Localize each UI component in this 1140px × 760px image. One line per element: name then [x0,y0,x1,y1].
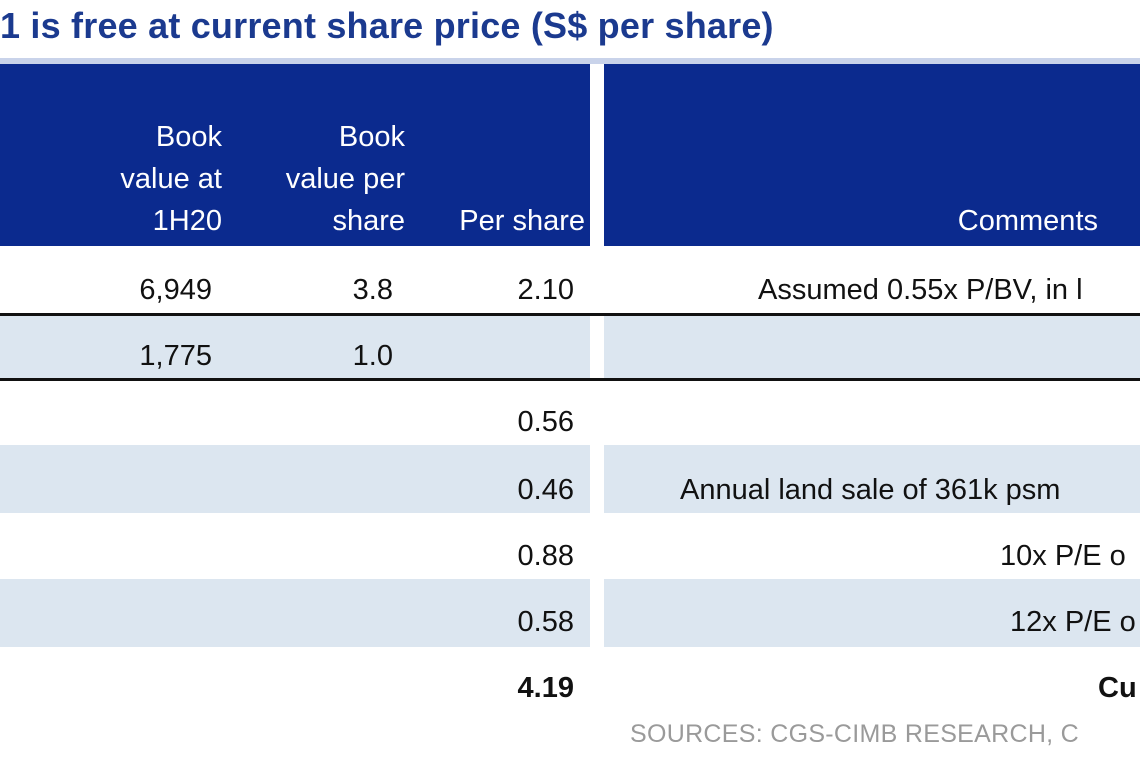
header-bv-per-share-line-3: share [332,205,405,237]
header-book-value-line-3: 1H20 [152,205,222,237]
header-comments: Comments [957,205,1098,237]
header-book-value-line-1: Book [155,121,222,153]
table-row [0,579,1140,647]
table-row [0,513,1140,579]
header-per-share: Per share [459,205,585,237]
row-divider [0,313,1140,316]
row-1-book-value: 6,949 [139,274,212,306]
row-7-per-share-total: 4.19 [517,672,574,704]
table-header-band [0,64,1140,246]
row-2-bv-per-share: 1.0 [352,340,393,372]
row-1-comment: Assumed 0.55x P/BV, in l [758,274,1083,306]
row-7-comment: Cu [1098,672,1137,704]
row-4-per-share: 0.46 [517,474,574,506]
row-column-gap [590,445,604,513]
row-3-per-share: 0.56 [517,406,574,438]
header-bv-per-share-line-2: value per [285,163,405,195]
row-column-gap [590,579,604,647]
row-5-per-share: 0.88 [517,540,574,572]
row-column-gap [590,316,604,378]
title-underline [0,58,1140,64]
table-row [0,381,1140,445]
header-column-gap [590,64,604,246]
row-5-comment: 10x P/E o [1000,540,1126,572]
row-1-per-share: 2.10 [517,274,574,306]
table-row-total [0,647,1140,715]
source-note: SOURCES: CGS-CIMB RESEARCH, C [630,720,1080,748]
table-row [0,246,1140,314]
row-1-bv-per-share: 3.8 [352,274,393,306]
table-row [0,316,1140,378]
row-6-comment: 12x P/E o [1010,606,1136,638]
row-4-comment: Annual land sale of 361k psm [680,474,1061,506]
row-divider [0,378,1140,381]
table-title: 1 is free at current share price (S$ per… [0,5,774,46]
header-book-value-line-2: value at [120,163,222,195]
header-bv-per-share-line-1: Book [338,121,405,153]
row-6-per-share: 0.58 [517,606,574,638]
table-row [0,445,1140,513]
row-2-book-value: 1,775 [139,340,212,372]
